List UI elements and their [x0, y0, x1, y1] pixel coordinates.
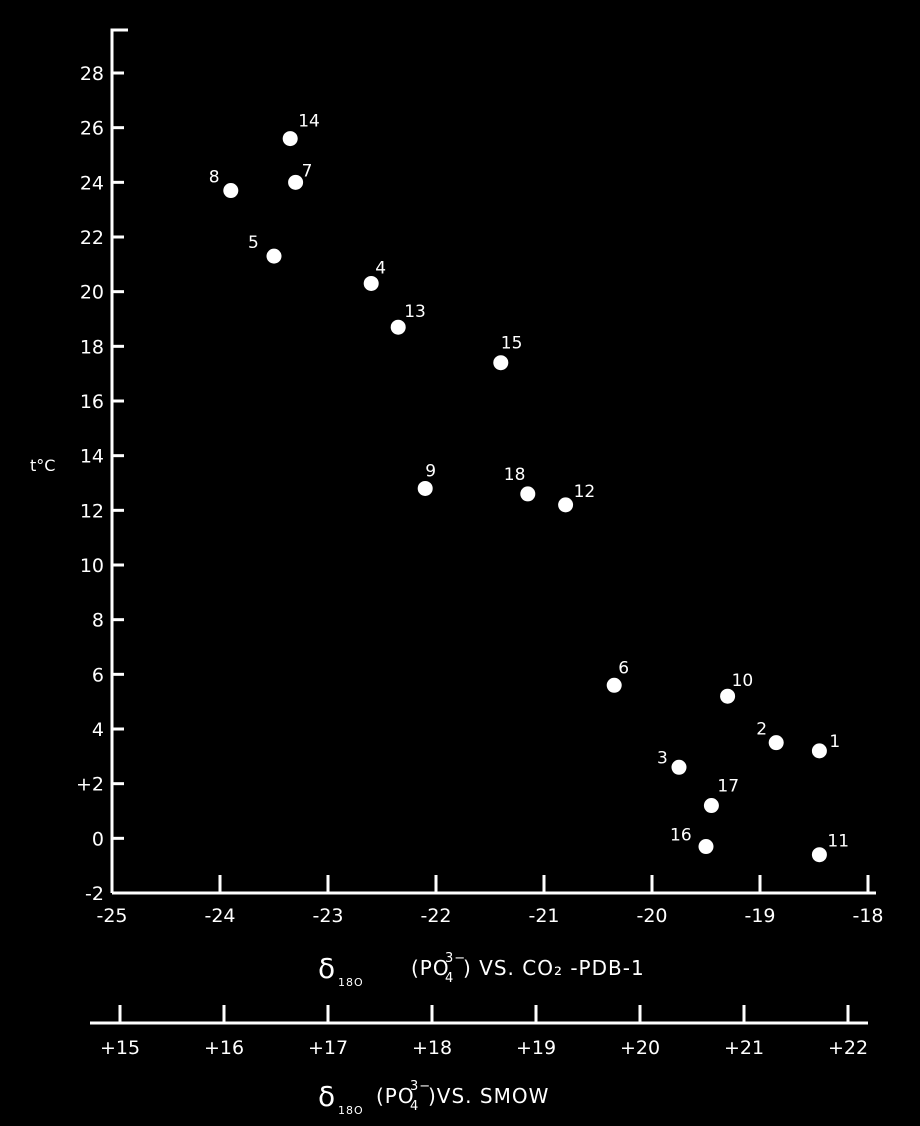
data-point-4 [363, 275, 379, 291]
y-tick-label: 26 [80, 118, 104, 140]
data-point-10 [720, 688, 736, 704]
x-tick-label: -21 [528, 905, 559, 927]
point-label-1: 1 [829, 732, 840, 752]
x2-tick-label: +19 [516, 1037, 556, 1059]
y-tick-label: 16 [80, 391, 104, 413]
y-axis-ticks: -2 0 +2 4 6 8 10 12 14 16 18 20 22 24 26 28 [76, 63, 124, 905]
point-label-11: 11 [827, 832, 849, 852]
y-tick-label: 8 [92, 610, 104, 632]
x-title-isotope: 18O [338, 976, 364, 989]
y-tick-label: 14 [80, 446, 104, 468]
point-label-6: 6 [618, 658, 629, 678]
x-title-ion-sub: 4 [445, 971, 454, 986]
x2-title-ion-sub: 4 [410, 1099, 419, 1114]
x2-tick-label: +22 [828, 1037, 868, 1059]
y-tick-label: 12 [80, 500, 104, 522]
data-point-18 [520, 486, 536, 502]
y-tick-label: 22 [80, 227, 104, 249]
data-point-12 [558, 497, 574, 513]
point-label-13: 13 [404, 302, 426, 322]
data-point-11 [811, 847, 827, 863]
point-label-18: 18 [504, 465, 526, 485]
point-label-7: 7 [302, 161, 313, 181]
y-axis-line [110, 28, 128, 893]
data-point-5 [266, 248, 282, 264]
y-tick-label: 6 [92, 664, 104, 686]
x2-title-delta: δ [318, 1080, 336, 1113]
x2-title-suffix: )VS. SMOW [428, 1084, 549, 1108]
point-label-8: 8 [209, 168, 220, 188]
point-label-4: 4 [375, 258, 386, 278]
data-point-7 [288, 174, 304, 190]
data-point-8 [223, 183, 239, 199]
x2-axis-ticks: +15 +16 +17 +18 +19 +20 +21 +22 [100, 1005, 868, 1059]
point-label-15: 15 [501, 334, 523, 354]
point-label-17: 17 [717, 777, 739, 797]
x2-tick-label: +15 [100, 1037, 140, 1059]
y-tick-label: 28 [80, 63, 104, 85]
data-point-13 [390, 319, 406, 335]
x-title-delta: δ [318, 952, 336, 985]
x-title-ion: (PO [411, 956, 450, 980]
x-tick-label: -24 [204, 905, 235, 927]
x-tick-label: -18 [852, 905, 883, 927]
x-tick-label: -20 [636, 905, 667, 927]
x2-tick-label: +18 [412, 1037, 452, 1059]
x2-axis-title: δ 18O (PO 4 3− )VS. SMOW [318, 1079, 549, 1117]
y-tick-label: -2 [85, 883, 104, 905]
y-tick-label: 20 [80, 282, 104, 304]
y-tick-label: 24 [80, 172, 104, 194]
point-label-2: 2 [756, 720, 767, 740]
point-label-9: 9 [425, 461, 436, 481]
point-label-14: 14 [298, 112, 320, 132]
data-point-9 [417, 480, 433, 496]
x2-tick-label: +20 [620, 1037, 660, 1059]
point-label-12: 12 [574, 482, 596, 502]
y-tick-label: 0 [92, 828, 104, 850]
data-point-6 [606, 677, 622, 693]
x2-tick-label: +16 [204, 1037, 244, 1059]
y-tick-label: +2 [76, 774, 104, 796]
point-label-3: 3 [657, 748, 668, 768]
y-tick-label: 4 [92, 719, 104, 741]
x-tick-label: -22 [420, 905, 451, 927]
x-axis-ticks: -25 -24 -23 -22 -21 -20 -19 -18 [96, 875, 884, 927]
x-tick-label: -25 [96, 905, 127, 927]
x-axis-title: δ 18O (PO 4 3− ) VS. CO₂ -PDB-1 [318, 951, 645, 989]
x-title-ion-sup: 3− [445, 951, 466, 966]
y-axis-label: t°C [30, 456, 55, 475]
x-tick-label: -23 [312, 905, 343, 927]
x2-title-isotope: 18O [338, 1104, 364, 1117]
y-tick-label: 18 [80, 336, 104, 358]
y-tick-label: 10 [80, 555, 104, 577]
data-point-15 [493, 355, 509, 371]
point-label-16: 16 [670, 826, 692, 846]
data-point-14 [282, 131, 298, 147]
x2-title-ion: (PO [376, 1084, 415, 1108]
data-point-3 [671, 759, 687, 775]
x2-title-ion-sup: 3− [410, 1079, 431, 1094]
x-tick-label: -19 [744, 905, 775, 927]
data-point-2 [768, 735, 784, 751]
data-point-17 [703, 798, 719, 814]
data-point-16 [698, 839, 714, 855]
data-point-1 [811, 743, 827, 759]
x2-tick-label: +21 [724, 1037, 764, 1059]
point-label-5: 5 [248, 233, 259, 253]
x-title-suffix: ) VS. CO₂ -PDB-1 [463, 956, 645, 980]
x2-tick-label: +17 [308, 1037, 348, 1059]
point-label-10: 10 [732, 671, 754, 691]
